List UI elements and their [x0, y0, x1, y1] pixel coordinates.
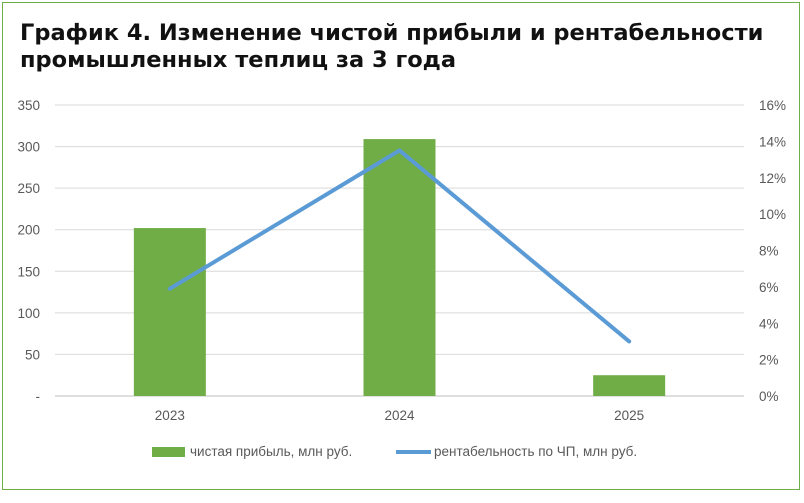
- y-left-tick-label: 350: [17, 98, 40, 113]
- y-right-tick-label: 0%: [759, 389, 779, 404]
- bar-2023: [133, 228, 206, 396]
- chart-title: График 4. Изменение чистой прибыли и рен…: [20, 20, 780, 74]
- y-right-tick-label: 10%: [759, 207, 786, 222]
- legend-swatch-profit: [152, 447, 185, 457]
- y-right-tick-label: 8%: [759, 244, 779, 259]
- line-series: [167, 148, 632, 344]
- legend: чистая прибыль, млн руб. рентабельность …: [152, 444, 637, 459]
- legend-label-margin: рентабельность по ЧП, млн руб.: [434, 444, 637, 459]
- chart-title-line-2: промышленных теплиц за 3 года: [20, 47, 457, 73]
- y-left-tick-label: -: [36, 389, 41, 404]
- y-left-tick-label: 150: [17, 264, 40, 279]
- y-left-tick-label: 100: [17, 306, 40, 321]
- bar-2025: [593, 375, 666, 396]
- x-tick-label: 2023: [155, 408, 185, 423]
- bar-2024: [363, 139, 436, 397]
- y-left-tick-label: 250: [17, 181, 40, 196]
- y-right-tick-label: 6%: [759, 280, 779, 295]
- y-right-tick-label: 12%: [759, 171, 786, 186]
- x-tick-label: 2024: [384, 408, 415, 423]
- line-series-margin: [167, 148, 632, 344]
- y-right-tick-label: 4%: [759, 316, 779, 331]
- y-left-tick-label: 200: [17, 223, 40, 238]
- right-axis-ticks: 0% 2% 4% 6% 8% 10% 12% 14% 16%: [759, 98, 786, 404]
- y-right-tick-label: 16%: [759, 98, 786, 113]
- x-tick-label: 2025: [614, 408, 644, 423]
- x-axis-ticks: 2023 2024 2025: [155, 408, 644, 423]
- legend-label-profit: чистая прибыль, млн руб.: [190, 444, 352, 459]
- bars: [133, 139, 666, 397]
- y-right-tick-label: 14%: [759, 134, 786, 149]
- chart-title-line-1: График 4. Изменение чистой прибыли и рен…: [20, 20, 764, 46]
- y-left-tick-label: 300: [17, 140, 40, 155]
- y-right-tick-label: 2%: [759, 353, 779, 368]
- chart-frame: [2, 2, 800, 490]
- y-left-tick-label: 50: [25, 347, 40, 362]
- left-axis-ticks: - 50 100 150 200 250 300 350: [17, 98, 40, 404]
